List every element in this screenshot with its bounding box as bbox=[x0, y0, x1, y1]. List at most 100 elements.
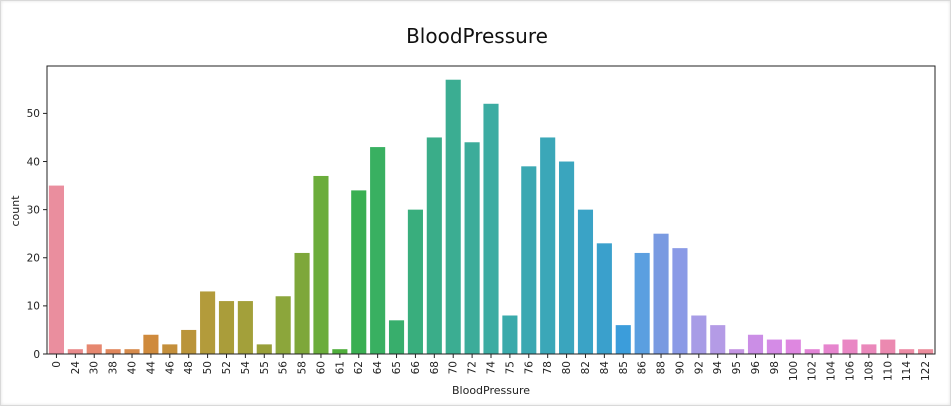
y-tick-label: 50 bbox=[27, 108, 40, 120]
x-tick-label: 55 bbox=[259, 361, 271, 374]
bar-0 bbox=[48, 185, 65, 354]
bar-44 bbox=[143, 334, 159, 354]
x-tick-label: 85 bbox=[618, 361, 630, 374]
bar-96 bbox=[747, 334, 764, 354]
bar-80 bbox=[559, 161, 575, 354]
x-tick-label: 95 bbox=[731, 361, 743, 374]
x-tick-label: 70 bbox=[448, 361, 460, 374]
bar-68 bbox=[426, 137, 442, 354]
x-tick-label: 60 bbox=[315, 361, 327, 374]
x-tick-label: 58 bbox=[297, 361, 309, 374]
x-tick-label: 44 bbox=[145, 361, 157, 375]
bar-40 bbox=[124, 349, 140, 354]
x-tick-label: 86 bbox=[637, 361, 649, 375]
bar-108 bbox=[861, 344, 877, 354]
x-tick-label: 90 bbox=[674, 361, 686, 374]
x-tick-label: 114 bbox=[901, 361, 913, 381]
bar-55 bbox=[256, 344, 272, 354]
bar-64 bbox=[370, 147, 386, 354]
y-tick-label: 30 bbox=[27, 204, 40, 216]
x-tick-label: 68 bbox=[429, 361, 441, 374]
x-tick-label: 38 bbox=[108, 361, 120, 374]
x-ticks-group: 0 24 30 38 40 44 46 48 50 52 54 55 56 58 60 61 62 64 65 66 6… bbox=[51, 354, 932, 381]
bar-24 bbox=[67, 349, 83, 354]
x-tick-label: 110 bbox=[882, 361, 894, 381]
x-tick-label: 46 bbox=[164, 361, 176, 375]
x-tick-label: 72 bbox=[467, 361, 479, 374]
bar-56 bbox=[275, 296, 291, 354]
bar-110 bbox=[880, 339, 896, 354]
y-ticks-group: 0 10 20 30 40 50 bbox=[27, 108, 47, 361]
bar-61 bbox=[332, 349, 348, 354]
bar-114 bbox=[899, 349, 915, 354]
x-tick-label: 66 bbox=[410, 361, 422, 375]
bar-60 bbox=[313, 175, 329, 354]
bar-75 bbox=[502, 315, 518, 354]
y-axis-label: count bbox=[9, 195, 22, 227]
bar-94 bbox=[710, 325, 726, 354]
x-tick-label: 96 bbox=[750, 361, 762, 375]
x-axis-label: BloodPressure bbox=[452, 384, 530, 397]
x-tick-label: 75 bbox=[504, 361, 516, 374]
bar-106 bbox=[842, 339, 858, 354]
y-tick-label: 20 bbox=[27, 253, 40, 265]
bar-48 bbox=[181, 329, 197, 354]
bar-54 bbox=[237, 301, 253, 354]
y-tick-label: 40 bbox=[27, 156, 40, 168]
x-tick-label: 30 bbox=[89, 361, 101, 374]
bar-66 bbox=[407, 209, 423, 354]
x-tick-label: 100 bbox=[788, 361, 800, 381]
y-tick-label: 10 bbox=[27, 301, 40, 313]
bar-84 bbox=[596, 243, 612, 354]
bar-104 bbox=[823, 344, 839, 354]
x-tick-label: 48 bbox=[183, 361, 195, 374]
bar-88 bbox=[653, 233, 669, 354]
x-tick-label: 78 bbox=[542, 361, 554, 374]
bar-102 bbox=[804, 349, 820, 354]
x-tick-label: 0 bbox=[51, 361, 63, 368]
bar-122 bbox=[917, 349, 934, 354]
x-tick-label: 104 bbox=[826, 361, 838, 381]
x-tick-label: 40 bbox=[127, 361, 139, 374]
bar-70 bbox=[445, 79, 461, 354]
x-tick-label: 122 bbox=[920, 361, 932, 381]
bar-95 bbox=[729, 349, 745, 354]
x-tick-label: 65 bbox=[391, 361, 403, 374]
x-tick-label: 56 bbox=[278, 361, 290, 375]
bar-92 bbox=[691, 315, 707, 354]
bar-76 bbox=[521, 166, 537, 354]
bar-30 bbox=[86, 344, 102, 354]
x-tick-label: 108 bbox=[863, 361, 875, 381]
x-tick-label: 94 bbox=[712, 361, 724, 375]
x-tick-label: 82 bbox=[580, 361, 592, 374]
plot-area-border bbox=[46, 65, 936, 355]
bar-58 bbox=[294, 252, 310, 354]
x-tick-label: 24 bbox=[70, 361, 82, 375]
bar-46 bbox=[162, 344, 178, 354]
x-tick-label: 106 bbox=[844, 361, 856, 381]
x-tick-label: 92 bbox=[693, 361, 705, 374]
bar-72 bbox=[464, 142, 480, 354]
bar-62 bbox=[351, 190, 367, 354]
bar-85 bbox=[615, 325, 631, 354]
bar-98 bbox=[766, 339, 782, 354]
bars-group bbox=[48, 79, 934, 354]
x-tick-label: 84 bbox=[599, 361, 611, 375]
x-tick-label: 102 bbox=[807, 361, 819, 381]
x-tick-label: 98 bbox=[769, 361, 781, 374]
bar-78 bbox=[540, 137, 556, 354]
chart-title: BloodPressure bbox=[406, 24, 548, 48]
bar-50 bbox=[200, 291, 216, 354]
x-tick-label: 52 bbox=[221, 361, 233, 374]
x-tick-label: 80 bbox=[561, 361, 573, 374]
x-tick-label: 88 bbox=[656, 361, 668, 374]
y-tick-label: 0 bbox=[33, 349, 40, 361]
x-tick-label: 76 bbox=[523, 361, 535, 375]
x-tick-label: 64 bbox=[372, 361, 384, 375]
x-tick-label: 54 bbox=[240, 361, 252, 375]
bar-86 bbox=[634, 252, 650, 354]
x-tick-label: 61 bbox=[334, 361, 346, 374]
bar-52 bbox=[218, 301, 235, 354]
bar-82 bbox=[577, 209, 594, 354]
